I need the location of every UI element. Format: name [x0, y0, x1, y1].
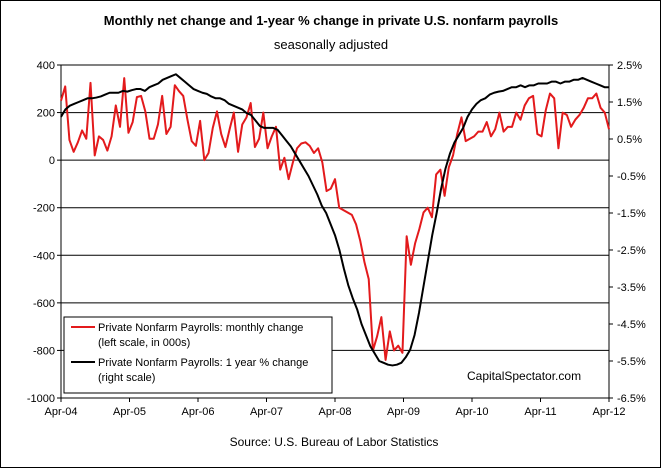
x-tick-label: Apr-05 — [113, 406, 146, 418]
chart-title: Monthly net change and 1-year % change i… — [104, 13, 558, 28]
left-tick-label: -200 — [33, 203, 55, 215]
left-tick-label: 200 — [37, 108, 55, 120]
right-tick-label: -5.5% — [617, 356, 646, 368]
x-tick-label: Apr-09 — [387, 406, 420, 418]
right-axis: 2.5% 1.5% 0.5% -0.5% -1.5% -2.5% -3.5% -4.5% -5.… — [609, 60, 646, 405]
x-tick-label: Apr-11 — [524, 406, 556, 418]
right-tick-label: -2.5% — [617, 245, 646, 257]
x-tick-label: Apr-12 — [592, 406, 625, 418]
right-tick-label: 2.5% — [617, 60, 642, 72]
left-tick-label: -400 — [33, 250, 55, 262]
gridlines — [61, 112, 609, 351]
left-tick-label: -600 — [33, 298, 55, 310]
right-tick-label: 1.5% — [617, 97, 642, 109]
legend-label-monthly-change: Private Nonfarm Payrolls: monthly change — [98, 322, 303, 334]
series-monthly-change-line — [60, 77, 610, 361]
right-tick-label: -6.5% — [617, 393, 646, 405]
legend-box — [63, 316, 333, 394]
legend-label-one-year-change-note: (right scale) — [98, 372, 155, 384]
right-tick-label: -3.5% — [617, 282, 646, 294]
x-tick-label: Apr-10 — [455, 406, 488, 418]
right-tick-label: -0.5% — [617, 171, 646, 183]
legend: Private Nonfarm Payrolls: monthly change… — [63, 316, 333, 394]
left-tick-label: -800 — [33, 345, 55, 357]
legend-label-monthly-change-note: (left scale, in 000s) — [98, 337, 190, 349]
x-tick-label: Apr-07 — [250, 406, 283, 418]
left-tick-label: 400 — [37, 60, 55, 72]
left-tick-label: 0 — [49, 155, 55, 167]
left-axis: 400 200 0 -200 -400 -600 -800 -1000 — [27, 60, 61, 405]
x-tick-label: Apr-08 — [318, 406, 351, 418]
chart-subtitle: seasonally adjusted — [274, 37, 388, 52]
right-tick-label: -4.5% — [617, 319, 646, 331]
x-tick-label: Apr-06 — [181, 406, 214, 418]
source-note: Source: U.S. Bureau of Labor Statistics — [230, 435, 439, 449]
x-tick-label: Apr-04 — [44, 406, 77, 418]
left-tick-label: -1000 — [27, 393, 55, 405]
right-tick-label: -1.5% — [617, 208, 646, 220]
watermark: CapitalSpectator.com — [467, 369, 581, 383]
legend-label-one-year-change: Private Nonfarm Payrolls: 1 year % chang… — [98, 357, 308, 369]
right-tick-label: 0.5% — [617, 134, 642, 146]
x-axis: Apr-04 Apr-05 Apr-06 Apr-07 Apr-08 Apr-09 Apr-… — [44, 398, 626, 418]
series-one-year-change-line — [60, 73, 609, 367]
